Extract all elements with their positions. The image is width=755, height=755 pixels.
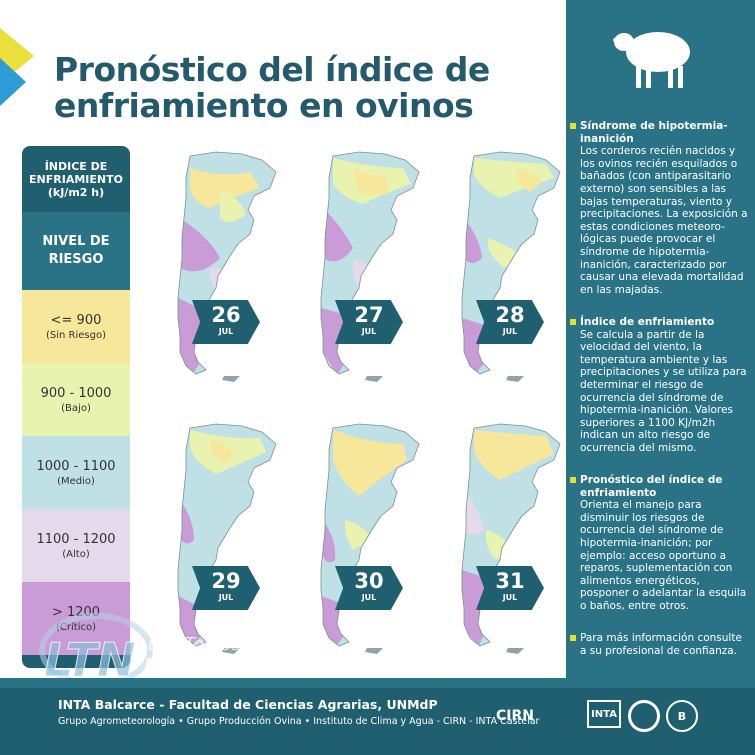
legend-item-bajo: 900 - 1000 (Bajo) bbox=[22, 363, 130, 436]
malvinas-islands bbox=[222, 376, 240, 382]
section-heading: Pronóstico del índice de enfriamiento bbox=[580, 474, 723, 499]
forecast-map-day-6: 31 JUL bbox=[434, 420, 584, 655]
forecast-map-day-1: 26 JUL bbox=[150, 148, 300, 383]
argentina-map bbox=[461, 151, 561, 382]
watermark-logo: LTN Los Toldos es NOTICIA bbox=[39, 613, 281, 688]
title-line-2: enfriamiento en ovinos bbox=[54, 86, 474, 125]
date-day: 28 bbox=[495, 303, 525, 327]
info-sidebar: Síndrome de hipotermia-inanición Los cor… bbox=[566, 0, 755, 678]
malvinas-islands bbox=[365, 648, 383, 654]
section-bullet bbox=[570, 477, 576, 483]
forecast-map-day-3: 28 JUL bbox=[434, 148, 584, 383]
date-day: 31 bbox=[495, 569, 525, 593]
legend-heading-unit: (kJ/m2 h) bbox=[47, 185, 105, 199]
malvinas-islands bbox=[506, 376, 524, 382]
watermark: LTN Los Toldos es NOTICIA bbox=[38, 592, 298, 692]
legend-range: 900 - 1000 bbox=[40, 385, 112, 401]
institution-logo-c bbox=[628, 700, 660, 732]
legend-category: (Alto) bbox=[62, 548, 90, 560]
sheep-icon bbox=[613, 32, 690, 88]
date-badge: 30 JUL bbox=[335, 566, 403, 610]
footer-groups: Grupo Agrometeorología • Grupo Producció… bbox=[58, 716, 540, 727]
section-pronostico: Pronóstico del índice de enfriamiento Or… bbox=[570, 474, 748, 613]
section-heading: Índice de enfriamiento bbox=[580, 316, 715, 328]
section-body: Se calcula a partir de la velocidad del … bbox=[580, 328, 747, 454]
legend-category: (Sin Riesgo) bbox=[46, 329, 106, 341]
date-badge: 29 JUL bbox=[192, 566, 260, 610]
date-badge: 26 JUL bbox=[192, 300, 260, 344]
section-body: Los corderos recién nacidos y los ovinos… bbox=[580, 145, 748, 296]
date-badge: 28 JUL bbox=[476, 300, 544, 344]
section-bullet bbox=[570, 123, 576, 129]
date-month: JUL bbox=[502, 327, 518, 336]
legend-category: (Bajo) bbox=[61, 402, 91, 414]
legend-item-sin-riesgo: <= 900 (Sin Riesgo) bbox=[22, 290, 130, 363]
legend-range: <= 900 bbox=[50, 312, 102, 328]
section-bullet bbox=[570, 319, 576, 325]
title-line-1: Pronóstico del índice de bbox=[54, 50, 490, 89]
date-badge: 31 JUL bbox=[476, 566, 544, 610]
legend-range: 1000 - 1100 bbox=[36, 458, 116, 474]
footer-ribbon bbox=[0, 678, 755, 688]
legend-heading-line-1: ÍNDICE DE bbox=[44, 159, 108, 173]
section-indice: Índice de enfriamiento Se calcula a part… bbox=[570, 316, 748, 455]
legend-risk-label: NIVEL DE RIESGO bbox=[22, 212, 130, 290]
section-body: Para más información consulte a su profe… bbox=[580, 632, 742, 657]
section-body: Orienta el manejo para disminuir los rie… bbox=[580, 499, 747, 612]
corner-decoration-blue bbox=[0, 58, 26, 106]
legend-range: 1100 - 1200 bbox=[36, 531, 116, 547]
footer-institution: INTA Balcarce - Facultad de Ciencias Agr… bbox=[58, 697, 438, 712]
forecast-map-day-5: 30 JUL bbox=[293, 420, 443, 655]
university-seal-logo: B bbox=[666, 700, 698, 732]
page-title: Pronóstico del índice de enfriamiento en… bbox=[54, 52, 544, 124]
malvinas-islands bbox=[365, 376, 383, 382]
date-day: 26 bbox=[211, 303, 241, 327]
argentina-map bbox=[320, 151, 420, 382]
section-heading: Síndrome de hipotermia-inanición bbox=[580, 120, 728, 145]
cirn-logo: CIRN bbox=[496, 708, 534, 724]
watermark-line-1: Los Toldos es bbox=[148, 634, 267, 655]
argentina-map bbox=[177, 151, 277, 382]
risk-legend: ÍNDICE DE ENFRIAMIENTO (kJ/m2 h) NIVEL D… bbox=[22, 146, 130, 668]
argentina-map bbox=[461, 423, 561, 654]
forecast-map-day-4: 29 JUL bbox=[150, 420, 300, 655]
date-month: JUL bbox=[218, 593, 234, 602]
legend-item-alto: 1100 - 1200 (Alto) bbox=[22, 509, 130, 582]
legend-risk-line-2: RIESGO bbox=[48, 252, 104, 267]
legend-category: (Crítico) bbox=[56, 621, 96, 633]
legend-heading-line-2: ENFRIAMIENTO bbox=[29, 172, 123, 186]
malvinas-islands bbox=[222, 648, 240, 654]
legend-heading: ÍNDICE DE ENFRIAMIENTO (kJ/m2 h) bbox=[22, 146, 130, 212]
date-month: JUL bbox=[218, 327, 234, 336]
forecast-map-day-2: 27 JUL bbox=[293, 148, 443, 383]
date-day: 30 bbox=[354, 569, 384, 593]
date-month: JUL bbox=[502, 593, 518, 602]
section-bullet bbox=[570, 635, 576, 641]
malvinas-islands bbox=[506, 648, 524, 654]
date-month: JUL bbox=[361, 593, 377, 602]
date-day: 27 bbox=[354, 303, 384, 327]
inta-logo: INTA bbox=[587, 700, 621, 728]
legend-category: (Medio) bbox=[57, 475, 95, 487]
date-day: 29 bbox=[211, 569, 241, 593]
section-hipotermia: Síndrome de hipotermia-inanición Los cor… bbox=[570, 120, 748, 296]
legend-risk-line-1: NIVEL DE bbox=[42, 234, 110, 249]
date-badge: 27 JUL bbox=[335, 300, 403, 344]
argentina-map bbox=[320, 423, 420, 654]
date-month: JUL bbox=[361, 327, 377, 336]
legend-item-medio: 1000 - 1100 (Medio) bbox=[22, 436, 130, 509]
section-contacto: Para más información consulte a su profe… bbox=[570, 632, 748, 657]
